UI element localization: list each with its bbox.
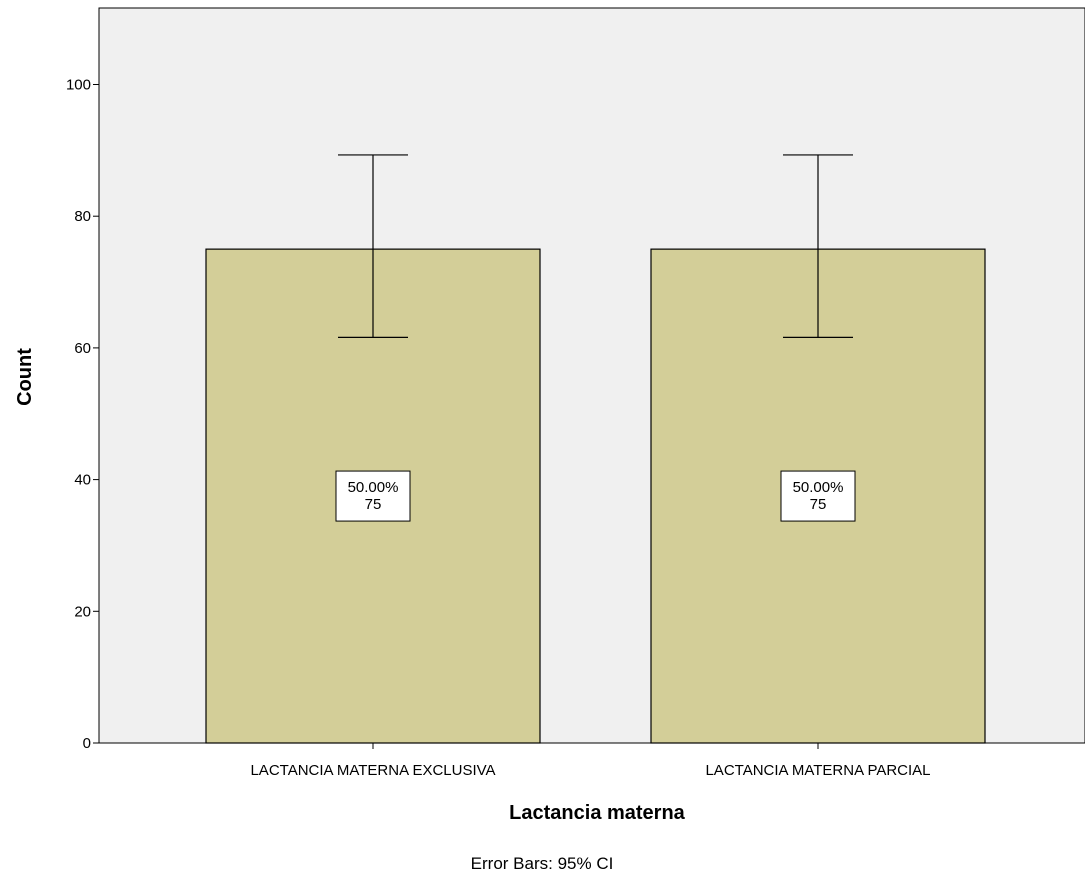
y-tick-label: 80 <box>74 208 91 225</box>
y-tick-label: 60 <box>74 340 91 357</box>
y-tick-label: 40 <box>74 472 91 489</box>
error-bars-footnote: Error Bars: 95% CI <box>471 854 614 873</box>
x-axis-title: Lactancia materna <box>509 802 686 824</box>
y-tick-label: 20 <box>74 603 91 620</box>
data-label-count: 75 <box>810 496 827 513</box>
data-label-count: 75 <box>365 496 382 513</box>
y-tick-label: 100 <box>66 77 91 94</box>
data-label-box <box>780 470 856 522</box>
y-axis-title: Count <box>14 348 36 406</box>
x-tick-label: LACTANCIA MATERNA PARCIAL <box>705 762 930 779</box>
data-label-percent: 50.00% <box>793 479 844 496</box>
x-tick-label: LACTANCIA MATERNA EXCLUSIVA <box>250 762 495 779</box>
y-axis-ticks: 0 20 40 60 80 100 <box>66 77 99 752</box>
data-label-percent: 50.00% <box>348 479 399 496</box>
error-bars-group <box>338 154 853 338</box>
x-axis-ticks: LACTANCIA MATERNA EXCLUSIVA LACTANCIA MAT… <box>250 743 931 779</box>
y-tick-label: 0 <box>83 735 91 752</box>
data-label-box <box>335 470 411 522</box>
